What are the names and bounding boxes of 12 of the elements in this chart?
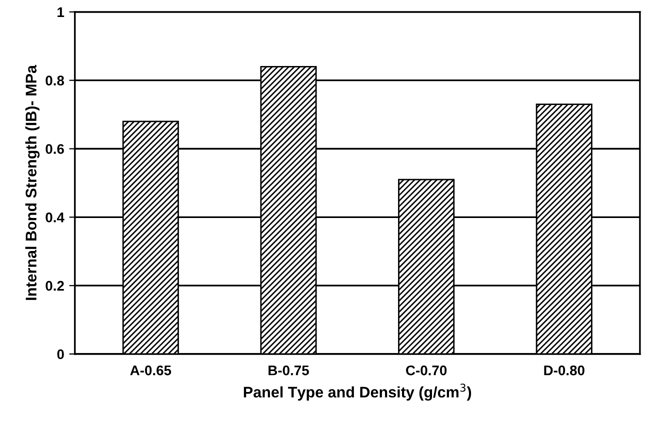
y-axis-title: Internal Bond Strength (IB)- MPa bbox=[25, 64, 40, 300]
y-tick-label: 0.4 bbox=[46, 212, 64, 222]
y-tick-label: 0.6 bbox=[46, 144, 64, 154]
x-tick-label: A-0.65 bbox=[130, 365, 172, 376]
x-tick-label: D-0.80 bbox=[544, 365, 584, 376]
x-tick-label: B-0.75 bbox=[268, 365, 309, 376]
y-tick-label: 1 bbox=[58, 7, 64, 17]
y-tick-label: 0.8 bbox=[46, 76, 64, 86]
x-axis-title: Panel Type and Density (g/cm$^{3}$) bbox=[244, 384, 472, 401]
x-tick-label: C-0.70 bbox=[406, 365, 447, 376]
y-tick-label: 0 bbox=[57, 349, 64, 360]
y-tick-label: 0.2 bbox=[46, 280, 64, 291]
